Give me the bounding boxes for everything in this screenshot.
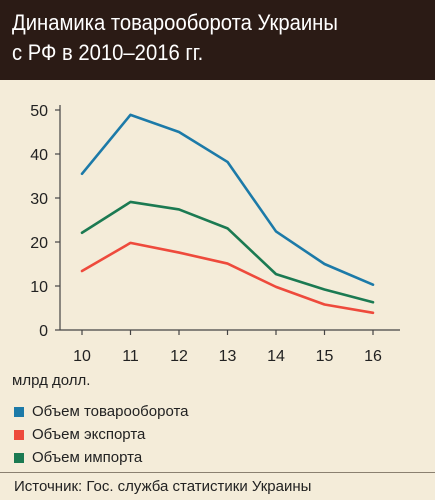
x-tick-label: 11 (122, 348, 139, 365)
y-tick-label: 50 (30, 103, 48, 120)
series-line-2 (80, 241, 375, 315)
y-tick-label: 40 (30, 147, 48, 164)
y-tick-label: 30 (30, 191, 48, 208)
source-note: Источник: Гос. служба статистики Украины (0, 472, 435, 500)
legend-item-turnover: Объем товарооборота (14, 400, 189, 423)
y-tick-label: 20 (30, 235, 48, 252)
series-line-3 (80, 200, 375, 304)
legend-label-turnover: Объем товарооборота (32, 403, 189, 420)
x-tick-label: 10 (73, 348, 91, 365)
series-line-1 (80, 113, 375, 286)
legend-swatch-export (14, 429, 24, 440)
legend: Объем товарооборота Объем экспорта Объем… (14, 400, 189, 469)
legend-swatch-turnover (14, 406, 24, 417)
legend-swatch-import (14, 452, 24, 463)
x-tick-label: 15 (316, 348, 334, 365)
chart-title-line-2: с РФ в 2010–2016 гг. (12, 40, 204, 65)
legend-item-import: Объем импорта (14, 446, 189, 469)
chart-header: Динамика товарооборота Украины с РФ в 20… (0, 0, 435, 80)
legend-label-export: Объем экспорта (32, 426, 146, 443)
x-tick-label: 14 (267, 348, 285, 365)
unit-label: млрд долл. (12, 372, 91, 389)
x-tick-label: 16 (364, 348, 382, 365)
y-tick-label: 10 (30, 279, 48, 296)
line-chart: 0 10 20 30 40 50 10 11 12 13 14 15 16 (30, 103, 400, 365)
x-tick-label: 12 (170, 348, 188, 365)
legend-label-import: Объем импорта (32, 449, 143, 466)
legend-item-export: Объем экспорта (14, 423, 189, 446)
chart-title-line-1: Динамика товарооборота Украины (12, 10, 338, 35)
y-tick-label: 0 (39, 323, 48, 340)
x-tick-label: 13 (219, 348, 237, 365)
